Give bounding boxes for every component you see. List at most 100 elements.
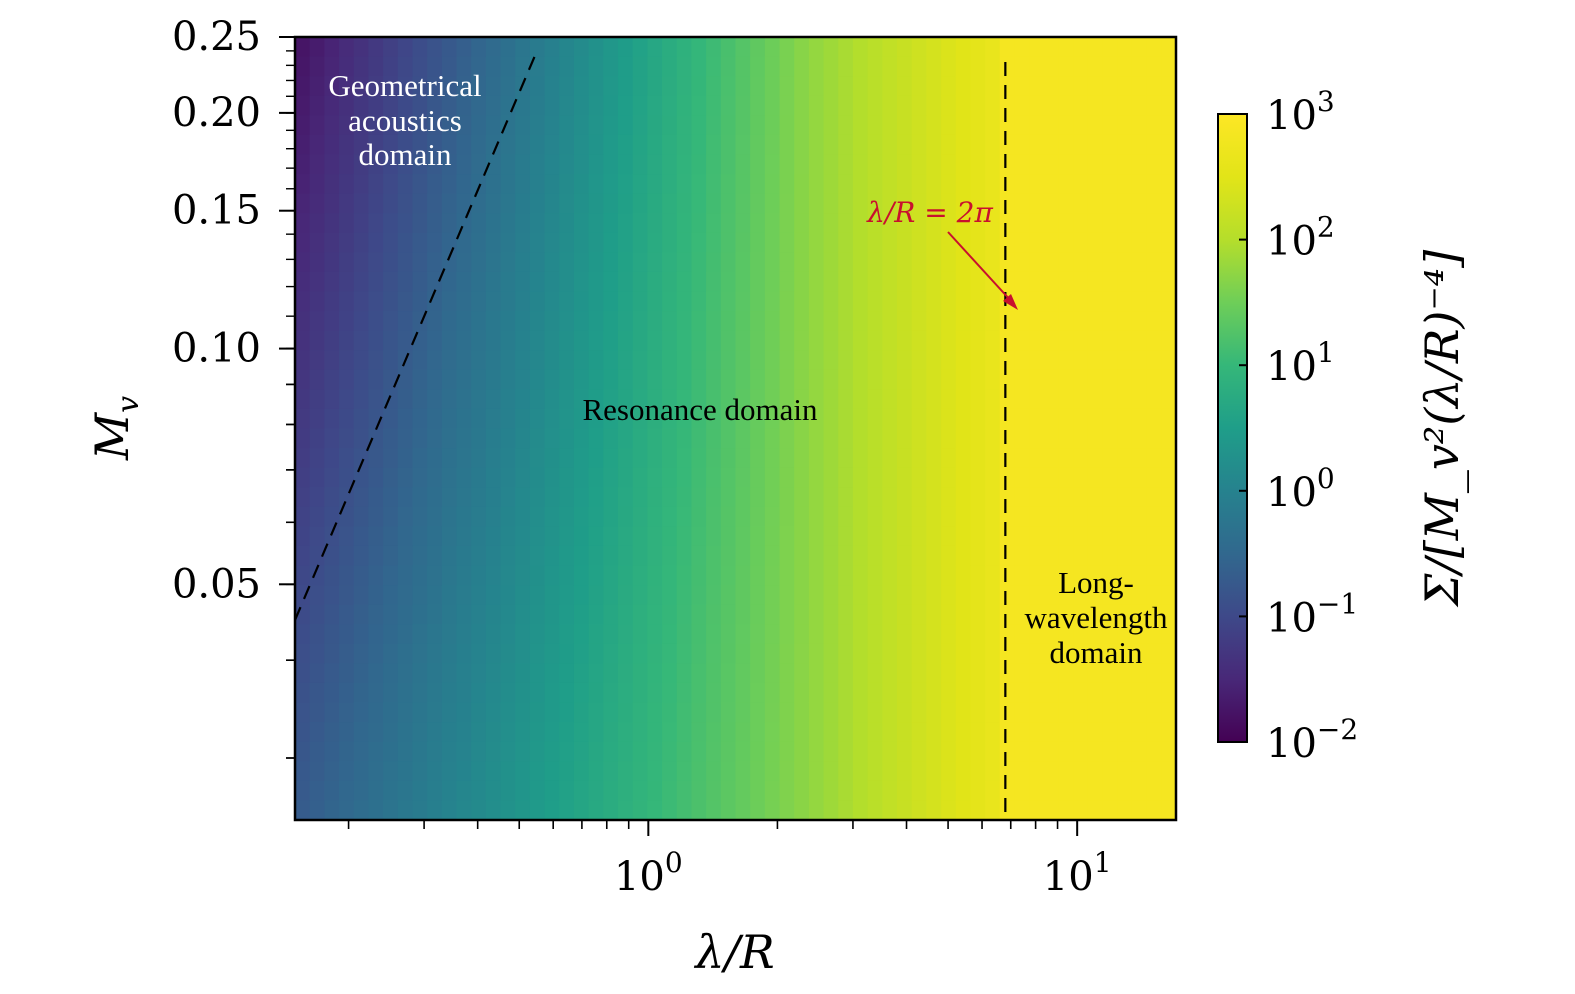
- heatmap-cell: [456, 174, 472, 195]
- heatmap-cell: [618, 56, 634, 77]
- heatmap-cell: [618, 350, 634, 371]
- heatmap-cell: [1058, 722, 1074, 743]
- heatmap-cell: [779, 369, 795, 390]
- heatmap-cell: [368, 174, 384, 195]
- heatmap-cell: [471, 350, 487, 371]
- heatmap-cell: [911, 213, 927, 234]
- heatmap-cell: [676, 95, 693, 116]
- heatmap-cell: [1073, 663, 1089, 684]
- heatmap-cell: [339, 800, 355, 820]
- heatmap-cell: [397, 56, 414, 77]
- heatmap-cell: [1073, 448, 1089, 469]
- heatmap-cell: [735, 115, 751, 136]
- heatmap-cell: [882, 643, 898, 665]
- heatmap-cell: [559, 585, 575, 606]
- heatmap-cell: [368, 408, 384, 430]
- heatmap-cell: [456, 291, 472, 312]
- heatmap-cell: [911, 154, 927, 175]
- heatmap-cell: [750, 506, 766, 527]
- heatmap-cell: [1029, 271, 1045, 293]
- heatmap-cell: [456, 663, 472, 684]
- heatmap-cell: [1087, 76, 1104, 97]
- heatmap-cell: [676, 643, 693, 665]
- heatmap-cell: [750, 682, 766, 704]
- heatmap-cell: [985, 350, 1001, 371]
- heatmap-cell: [764, 526, 781, 547]
- heatmap-cell: [911, 252, 927, 273]
- heatmap-cell: [324, 526, 340, 547]
- heatmap-cell: [573, 800, 590, 820]
- heatmap-cell: [1161, 780, 1176, 802]
- heatmap-cell: [353, 565, 370, 586]
- heatmap-cell: [1029, 565, 1045, 586]
- heatmap-cell: [985, 448, 1001, 469]
- heatmap-cell: [485, 389, 502, 410]
- heatmap-cell: [500, 780, 516, 802]
- heatmap-cell: [808, 800, 825, 820]
- heatmap-cell: [456, 193, 472, 214]
- heatmap-cell: [397, 565, 414, 586]
- heatmap-cell: [485, 702, 502, 723]
- heatmap-cell: [412, 624, 428, 645]
- heatmap-cell: [970, 643, 986, 665]
- heatmap-cell: [632, 134, 648, 156]
- heatmap-cell: [662, 115, 678, 136]
- heatmap-cell: [911, 682, 927, 704]
- heatmap-cell: [529, 154, 546, 175]
- heatmap-cell: [720, 506, 737, 527]
- heatmap-cell: [1146, 643, 1162, 665]
- heatmap-cell: [412, 271, 428, 293]
- heatmap-cell: [764, 780, 781, 802]
- heatmap-cell: [515, 526, 531, 547]
- heatmap-cell: [1014, 643, 1030, 665]
- heatmap-cell: [324, 663, 340, 684]
- heatmap-cell: [676, 682, 693, 704]
- heatmap-cell: [427, 115, 443, 136]
- heatmap-cell: [1131, 741, 1148, 762]
- heatmap-cell: [706, 741, 722, 762]
- heatmap-cell: [1087, 741, 1104, 762]
- heatmap-cell: [794, 56, 810, 77]
- heatmap-cell: [1146, 174, 1162, 195]
- heatmap-cell: [750, 252, 766, 273]
- heatmap-cell: [441, 350, 458, 371]
- heatmap-cell: [397, 722, 414, 743]
- heatmap-cell: [808, 291, 825, 312]
- heatmap-cell: [750, 526, 766, 547]
- heatmap-cell: [500, 76, 516, 97]
- heatmap-cell: [838, 467, 854, 488]
- heatmap-cell: [691, 350, 707, 371]
- heatmap-cell: [808, 37, 825, 58]
- heatmap-cell: [544, 663, 560, 684]
- heatmap-cell: [852, 722, 869, 743]
- heatmap-cell: [970, 232, 986, 253]
- heatmap-cell: [882, 350, 898, 371]
- heatmap-cell: [573, 448, 590, 469]
- heatmap-cell: [1102, 408, 1118, 430]
- heatmap-cell: [588, 193, 604, 214]
- heatmap-cell: [309, 389, 325, 410]
- heatmap-cell: [573, 741, 590, 762]
- heatmap-cell: [897, 682, 913, 704]
- heatmap-cell: [368, 448, 384, 469]
- heatmap-cell: [1161, 56, 1176, 77]
- heatmap-cell: [970, 663, 986, 684]
- heatmap-cell: [500, 174, 516, 195]
- heatmap-cell: [823, 722, 839, 743]
- heatmap-cell: [632, 565, 648, 586]
- heatmap-cell: [647, 56, 663, 77]
- heatmap-cell: [882, 252, 898, 273]
- heatmap-cell: [456, 154, 472, 175]
- heatmap-cell: [500, 271, 516, 293]
- heatmap-cell: [985, 506, 1001, 527]
- heatmap-cell: [764, 115, 781, 136]
- heatmap-cell: [588, 330, 604, 351]
- heatmap-cell: [794, 37, 810, 58]
- heatmap-cell: [970, 369, 986, 390]
- heatmap-cell: [588, 95, 604, 116]
- heatmap-cell: [412, 663, 428, 684]
- heatmap-cell: [867, 467, 883, 488]
- heatmap-cell: [1058, 330, 1074, 351]
- heatmap-cell: [603, 761, 619, 782]
- heatmap-cell: [941, 780, 957, 802]
